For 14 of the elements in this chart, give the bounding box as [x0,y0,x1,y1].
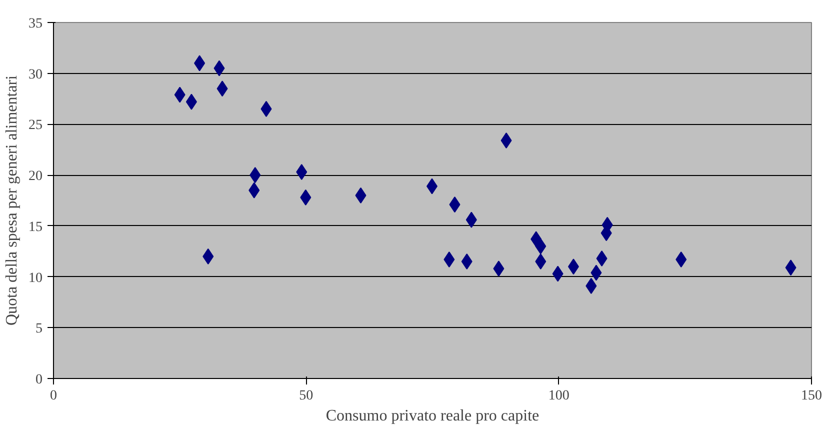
y-tick-label: 5 [36,322,42,337]
y-tick-label: 25 [28,118,42,134]
y-axis-title: Quota della spesa per generi alimentari [4,74,20,326]
y-tick-label: 20 [28,169,42,184]
y-tick-label: 30 [28,67,42,82]
y-tick-label: 10 [28,270,42,286]
x-tick-label: 150 [801,388,822,404]
x-axis-title: Consumo privato reale pro capite [326,408,540,424]
y-tick-label: 35 [28,16,42,32]
x-tick-label: 50 [299,388,314,404]
y-tick-label: 0 [36,372,42,388]
y-tick-label: 15 [28,220,42,235]
x-tick-label: 100 [548,388,570,404]
x-tick-label: 0 [50,388,57,404]
